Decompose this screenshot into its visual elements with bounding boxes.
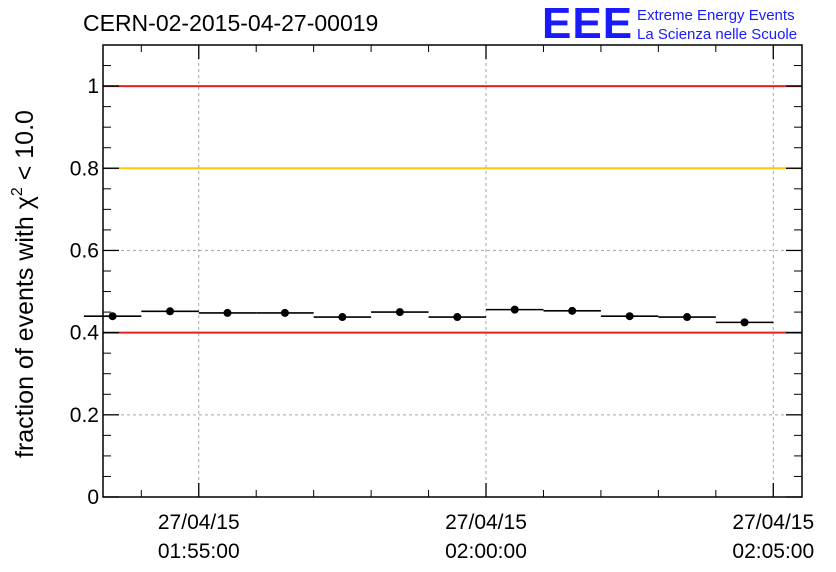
axis-ticks: [103, 45, 802, 498]
plot-frame: [102, 44, 803, 498]
grid-lines: [103, 45, 802, 497]
eee-logo: EEE: [542, 0, 633, 48]
y-tick-label: 0.4: [70, 322, 100, 345]
x-tick-time-label: 01:55:00: [158, 540, 240, 563]
data-point: [280, 308, 289, 317]
x-tick-date-label: 27/04/15: [158, 511, 240, 534]
x-tick-labels: 27/04/15 01:55:00 27/04/15 02:00:00 27/04/15…: [158, 511, 814, 563]
data-point: [395, 308, 404, 317]
y-axis-title-main: fraction of events with χ: [11, 196, 39, 458]
data-point: [338, 313, 347, 322]
data-point: [166, 307, 175, 316]
x-tick-time-label: 02:00:00: [445, 540, 527, 563]
logo-line-1: Extreme Energy Events: [637, 7, 795, 24]
data-point: [223, 308, 232, 317]
y-tick-label: 0.8: [70, 157, 99, 180]
y-tick-label: 1: [87, 75, 99, 98]
x-tick-date-label: 27/04/15: [445, 511, 527, 534]
data-point: [625, 312, 634, 321]
data-series: [83, 305, 774, 327]
data-point: [453, 313, 462, 322]
data-point: [740, 318, 749, 327]
y-tick-label: 0.6: [70, 239, 99, 262]
y-axis-title-sup: 2: [9, 187, 26, 196]
data-point: [108, 312, 117, 321]
data-point: [683, 313, 692, 322]
x-tick-date-label: 27/04/15: [732, 511, 814, 534]
x-tick-time-label: 02:05:00: [732, 540, 814, 563]
y-tick-label: 0.2: [70, 404, 99, 427]
data-point: [510, 305, 519, 314]
run-title: CERN-02-2015-04-27-00019: [83, 10, 378, 36]
y-axis-title-tail: < 10.0: [11, 110, 39, 187]
logo-line-2: La Scienza nelle Scuole: [637, 26, 797, 43]
y-axis-title: fraction of events with χ2 < 10.0: [9, 110, 39, 458]
reference-lines: [103, 85, 802, 334]
data-point: [568, 306, 577, 315]
y-tick-label: 0: [87, 486, 99, 509]
y-tick-labels: 0 0.2 0.4 0.6 0.8 1: [70, 75, 100, 509]
